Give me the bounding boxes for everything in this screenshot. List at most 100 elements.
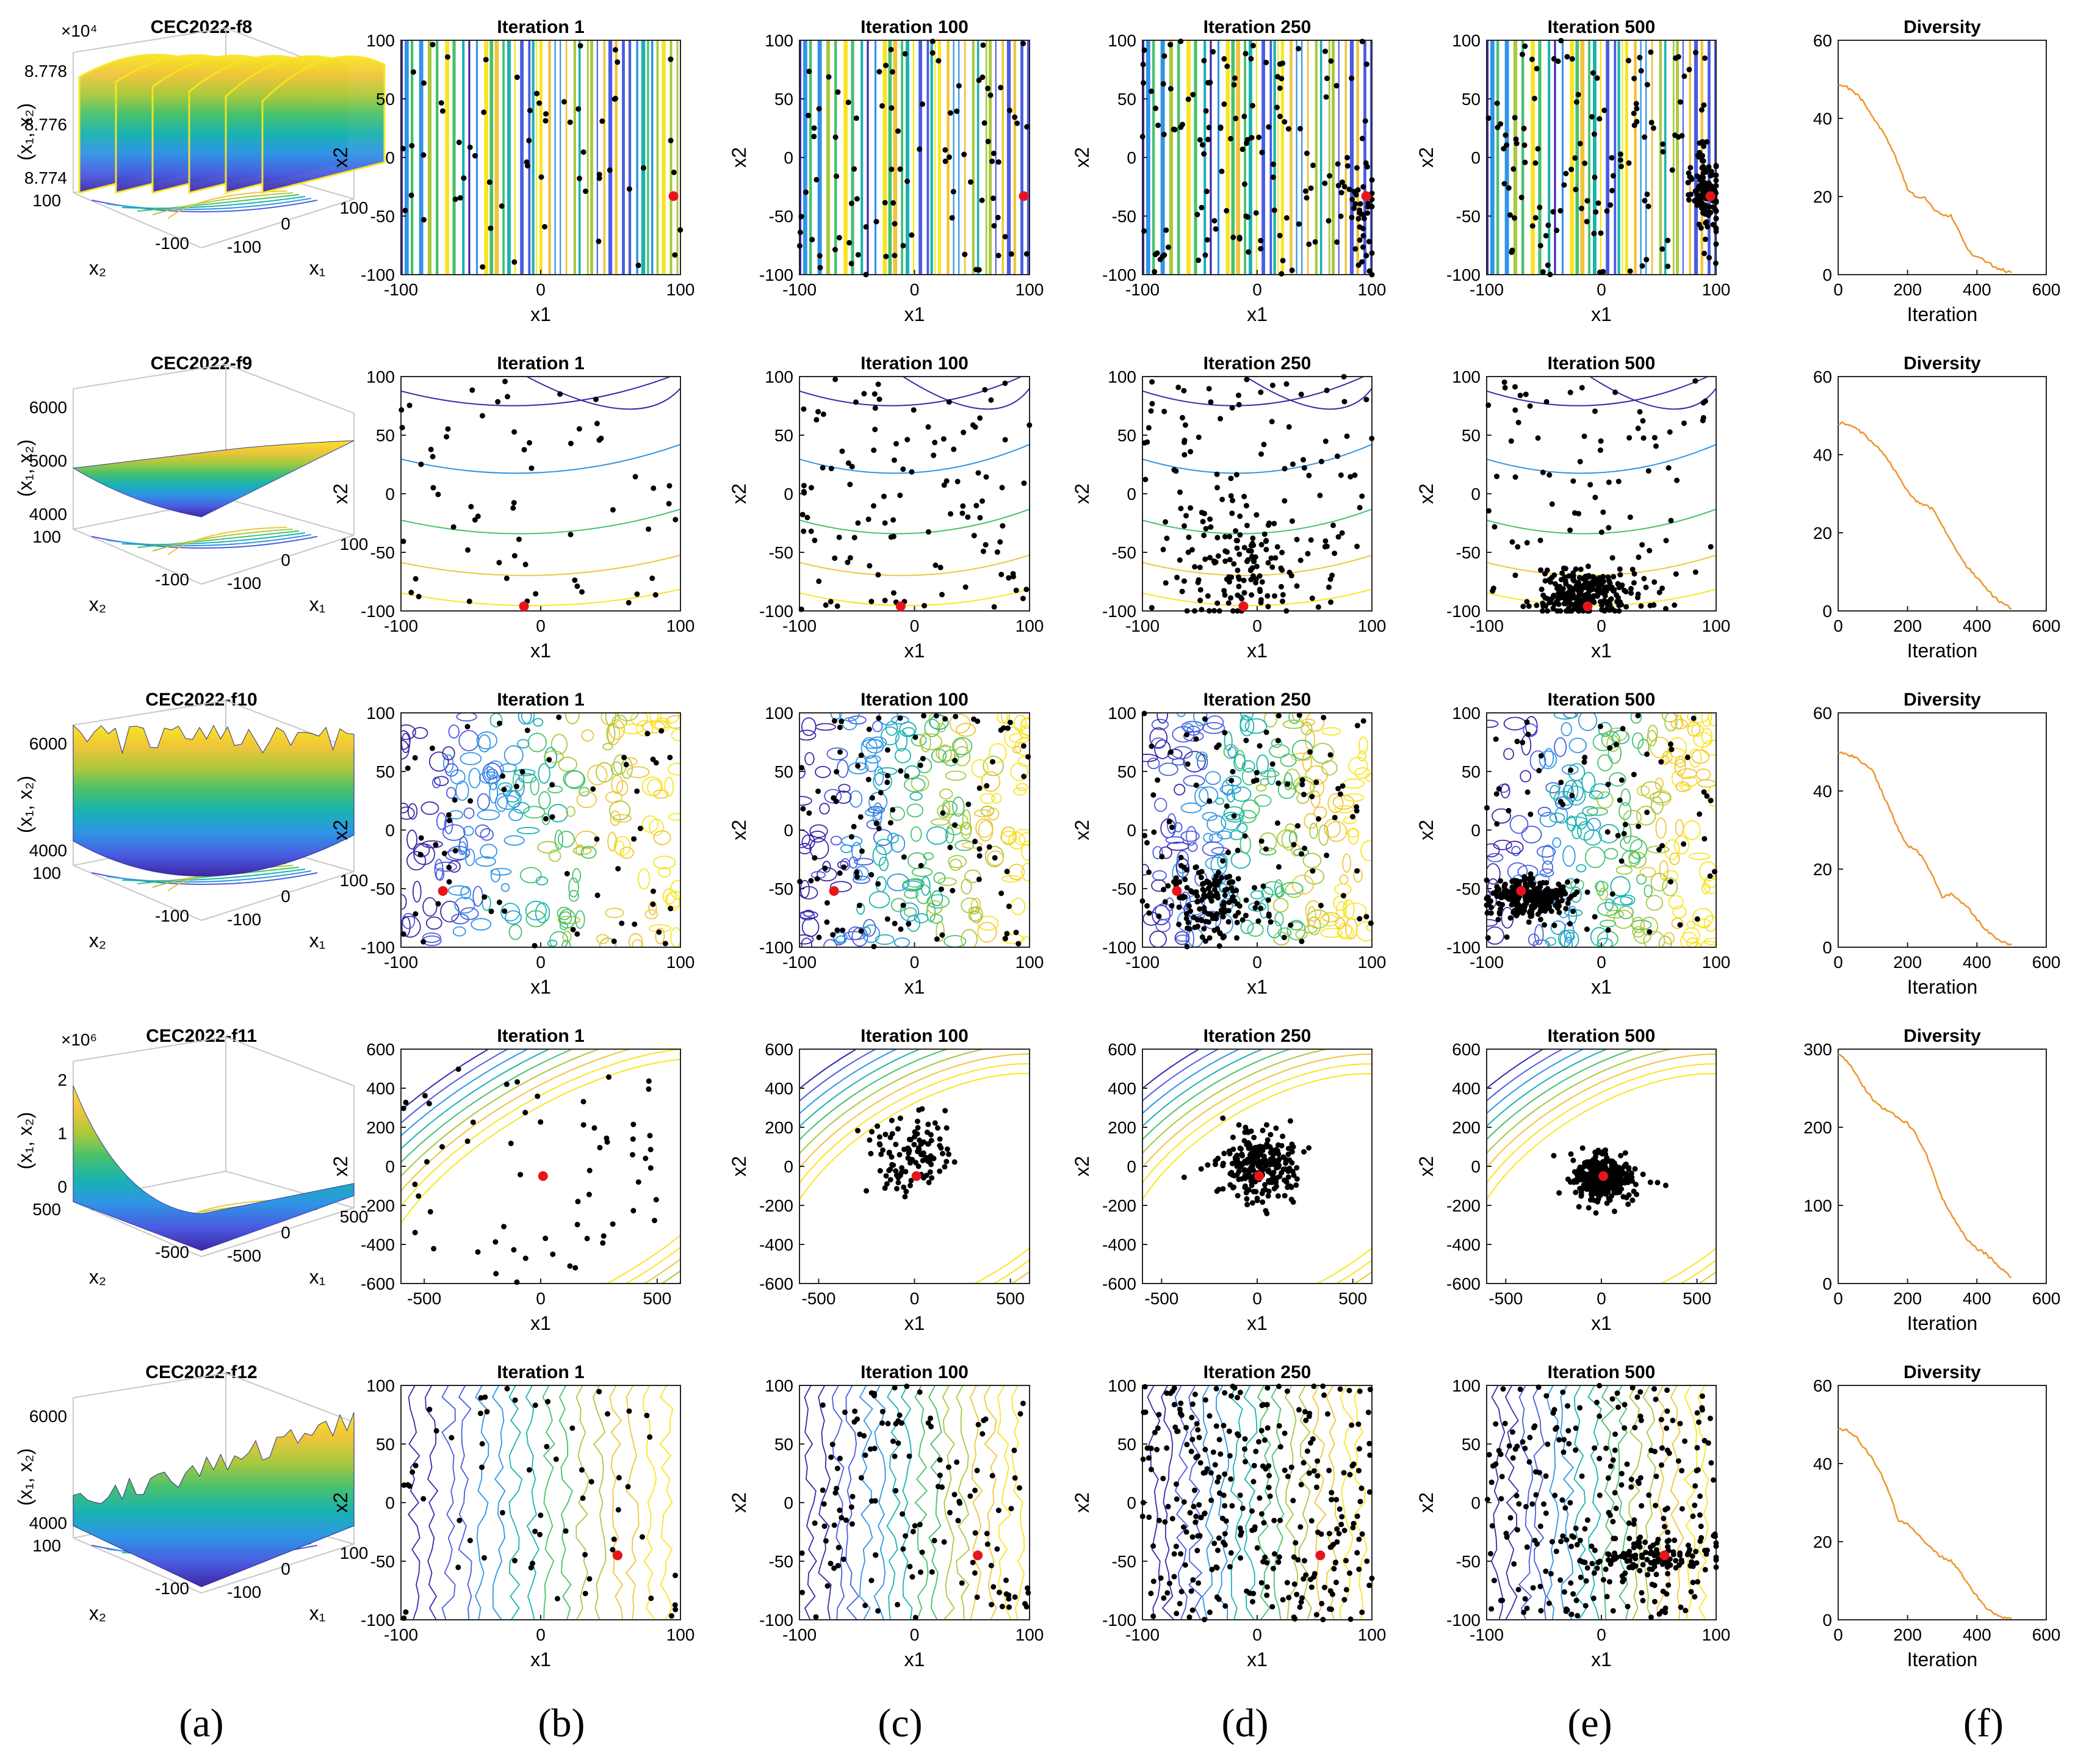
particle — [1527, 897, 1533, 903]
particle — [1360, 718, 1366, 724]
particle — [496, 560, 502, 566]
particle — [1226, 1428, 1232, 1434]
contour-line — [1590, 926, 1608, 947]
particle — [1249, 592, 1255, 598]
particle — [1340, 783, 1346, 789]
particle — [412, 1182, 418, 1188]
contour-line — [1205, 856, 1227, 870]
particle — [1214, 890, 1220, 897]
particle — [1558, 38, 1564, 44]
x-tick-label: 400 — [1963, 953, 1991, 972]
particle — [1693, 49, 1699, 56]
scatter-panel: Iteration 100-500 0 500-600-400-2000200400… — [728, 1026, 1030, 1334]
particle — [1627, 1174, 1633, 1180]
particle — [895, 128, 901, 134]
particle — [1495, 917, 1501, 923]
surface-title: CEC2022-f10 — [145, 690, 257, 710]
particle — [853, 115, 859, 121]
particle — [455, 1564, 461, 1570]
particle — [865, 776, 871, 782]
particle — [1512, 215, 1518, 221]
particle — [815, 409, 821, 415]
particle — [890, 590, 897, 596]
column-label: (d) — [1222, 1701, 1269, 1746]
particle — [1525, 731, 1531, 737]
particle — [801, 483, 807, 489]
particle — [1258, 237, 1264, 244]
contour-line — [587, 764, 608, 785]
particle — [1289, 1149, 1295, 1155]
particle — [1706, 164, 1712, 170]
contour-line — [401, 1049, 680, 1284]
particle — [1712, 868, 1718, 875]
contour-line — [1554, 737, 1567, 757]
particle — [1621, 831, 1627, 837]
particle — [1214, 485, 1220, 491]
contour-line — [566, 806, 576, 817]
particle — [981, 120, 987, 126]
particle — [1271, 1517, 1277, 1523]
particle — [954, 1459, 960, 1465]
contour-line — [861, 40, 864, 275]
particle — [1225, 600, 1232, 606]
particle — [1593, 1210, 1599, 1216]
particle — [452, 848, 458, 854]
y-tick-label: 0 — [1127, 148, 1136, 167]
best-solution — [1172, 886, 1182, 896]
particle — [812, 855, 818, 861]
particle — [1255, 1163, 1261, 1169]
particle — [1705, 212, 1711, 218]
particle — [1291, 1554, 1297, 1560]
contour-line — [954, 840, 975, 851]
particle — [1207, 890, 1213, 896]
particle — [1615, 581, 1622, 587]
particle — [999, 485, 1005, 491]
particle — [1023, 587, 1030, 593]
particle — [1493, 889, 1499, 895]
particle — [1598, 1191, 1604, 1197]
particle — [1148, 408, 1154, 414]
particle — [1322, 48, 1328, 54]
contour-line — [664, 776, 674, 797]
particle — [1703, 169, 1709, 175]
particle — [1274, 104, 1280, 110]
contour-line — [477, 809, 500, 821]
particle — [959, 510, 965, 516]
contour-line — [1667, 737, 1687, 759]
contour-line — [818, 1385, 832, 1620]
particle — [1548, 908, 1554, 914]
particle — [1522, 894, 1528, 900]
contour-line — [1146, 40, 1150, 275]
y-tick-label: 600 — [1108, 1040, 1136, 1059]
particle — [1195, 898, 1201, 904]
particle — [1685, 179, 1691, 186]
particle — [1604, 1200, 1610, 1206]
particle — [1259, 579, 1265, 585]
particle — [1302, 845, 1308, 851]
particle — [1176, 922, 1182, 928]
particle — [928, 1161, 934, 1168]
contour-line — [1027, 40, 1030, 275]
y-tick-label: 0 — [1822, 938, 1832, 957]
particle — [1139, 1514, 1146, 1520]
contour-line — [576, 1385, 590, 1620]
contour-line — [1593, 40, 1597, 275]
particle — [1543, 233, 1549, 239]
particle — [1542, 922, 1548, 928]
contour-line — [1500, 783, 1510, 799]
particle — [820, 1487, 826, 1493]
contour-line — [942, 800, 951, 818]
contour-line — [1694, 40, 1698, 275]
particle — [1172, 879, 1178, 885]
particle — [1369, 1575, 1375, 1581]
contour-line — [1663, 932, 1675, 945]
particle — [903, 1169, 909, 1175]
contour-line — [1142, 754, 1158, 762]
particle — [1595, 200, 1601, 206]
particle — [1244, 1196, 1250, 1202]
scatter-panel: Iteration 1-500 0 500-600-400-200020040060… — [330, 1026, 681, 1334]
particle — [1576, 574, 1582, 580]
contour-line — [1020, 862, 1030, 882]
